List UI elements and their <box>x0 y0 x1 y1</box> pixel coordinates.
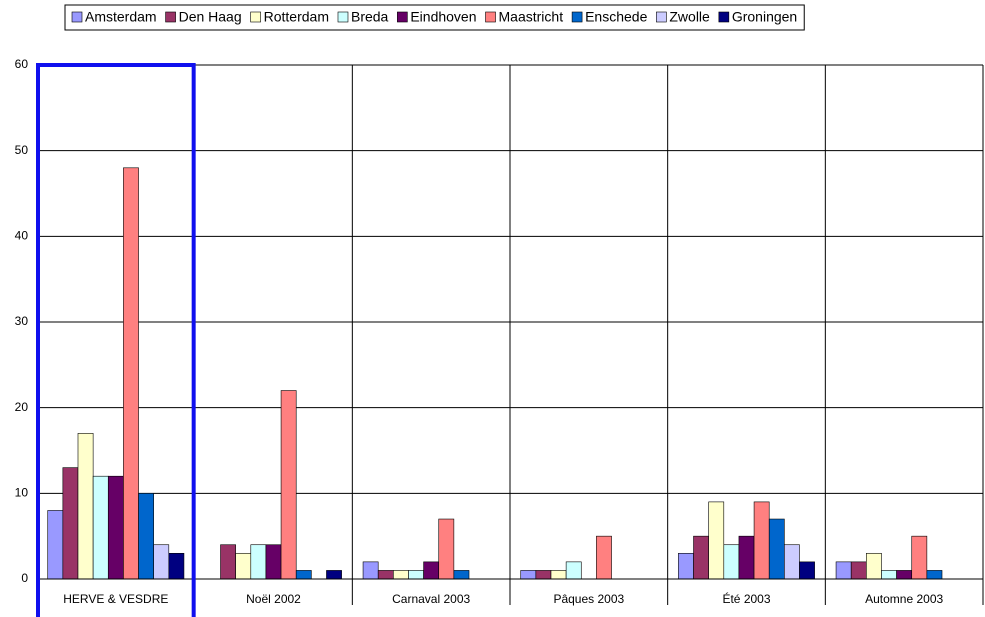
y-tick-label: 50 <box>15 143 29 157</box>
bar <box>550 570 567 580</box>
bar <box>520 570 537 580</box>
bar <box>220 544 236 580</box>
bar <box>438 518 455 580</box>
legend-label: Den Haag <box>179 9 242 25</box>
bar <box>47 510 64 580</box>
bar <box>723 544 740 580</box>
legend-label: Breda <box>351 9 389 25</box>
x-tick-label: Carnaval 2003 <box>392 592 470 606</box>
bar <box>596 535 612 580</box>
legend: Amsterdam Den Haag Rotterdam Breda Eindhoven… <box>64 4 805 31</box>
bar <box>784 544 800 580</box>
legend-swatch <box>485 11 496 23</box>
legend-box <box>64 4 805 31</box>
bar <box>926 570 943 580</box>
y-tick-label: 40 <box>15 229 29 243</box>
y-tick-label: 20 <box>15 400 29 414</box>
legend-swatch <box>571 11 583 23</box>
bar <box>280 390 297 580</box>
legend-swatch <box>71 11 83 23</box>
bar <box>295 570 312 580</box>
bar <box>153 544 170 580</box>
bar <box>250 544 267 580</box>
bar <box>693 535 709 580</box>
bar <box>393 570 409 580</box>
y-tick-label: 60 <box>15 57 29 71</box>
x-tick-label: HERVE & VESDRE <box>63 592 168 606</box>
legend-label: Eindhoven <box>410 9 476 25</box>
legend-swatch <box>718 11 730 23</box>
bar <box>123 167 139 580</box>
bar <box>866 552 882 580</box>
bar <box>708 501 725 580</box>
bar <box>362 561 379 580</box>
bar <box>107 475 124 580</box>
bar <box>738 535 755 580</box>
legend-label: Zwolle <box>669 9 710 25</box>
bar <box>265 544 282 580</box>
legend-label: Enschede <box>585 9 647 25</box>
legend-label: Amsterdam <box>85 9 157 25</box>
bar <box>753 501 770 580</box>
bar <box>799 561 815 580</box>
bar <box>768 518 785 580</box>
x-tick-label: Pâques 2003 <box>553 592 624 606</box>
bar <box>377 570 394 580</box>
x-tick-label: Automne 2003 <box>865 592 943 606</box>
bar <box>850 561 867 580</box>
legend-swatch <box>337 11 349 23</box>
bar <box>92 475 109 580</box>
bar <box>911 535 928 580</box>
bar <box>138 493 154 580</box>
bar <box>535 570 552 580</box>
y-tick-label: 30 <box>15 314 29 328</box>
bar <box>453 570 470 580</box>
bar <box>678 552 694 580</box>
x-tick-label: Été 2003 <box>722 591 770 606</box>
bar <box>408 570 424 580</box>
legend-label: Groningen <box>732 9 797 25</box>
highlight-box <box>36 63 196 617</box>
bar <box>326 570 342 580</box>
bar <box>77 433 94 580</box>
legend-swatch <box>656 11 667 23</box>
bar <box>168 552 185 580</box>
legend-label: Rotterdam <box>264 9 329 25</box>
bar <box>235 552 252 580</box>
legend-swatch <box>165 11 176 23</box>
legend-swatch <box>397 11 408 23</box>
bar <box>62 467 79 580</box>
bar <box>835 561 852 580</box>
bar <box>896 570 913 580</box>
bar <box>423 561 440 580</box>
bar <box>565 561 582 580</box>
bar <box>881 570 897 580</box>
legend-label: Maastricht <box>499 9 564 25</box>
y-tick-label: 0 <box>21 571 28 585</box>
y-tick-label: 10 <box>15 486 29 500</box>
x-tick-label: Noël 2002 <box>246 592 301 606</box>
legend-swatch <box>250 11 261 23</box>
